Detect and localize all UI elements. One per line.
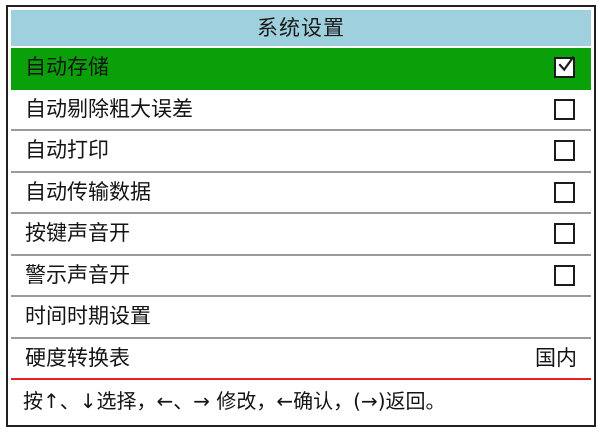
settings-row-control — [554, 223, 581, 245]
settings-row-control — [554, 181, 581, 203]
settings-row-value[interactable]: 国内 — [535, 345, 577, 370]
settings-row-control — [554, 140, 581, 162]
settings-panel: 系统设置 自动存储自动剔除粗大误差 自动打印自动传输数据 按键声音开警示声音开时间时… — [6, 5, 596, 427]
settings-row-label: 自动存储 — [25, 55, 109, 80]
settings-row-label: 自动剔除粗大误差 — [25, 96, 193, 121]
settings-row[interactable]: 自动传输数据 — [11, 172, 591, 214]
settings-row[interactable]: 硬度转换表 国内 — [11, 338, 591, 378]
settings-row[interactable]: 按键声音开 — [11, 214, 591, 256]
settings-row-control — [554, 56, 581, 79]
checkbox-unchecked-icon[interactable] — [554, 223, 575, 245]
check-mark-icon — [558, 56, 575, 73]
footer-divider — [11, 378, 591, 380]
page-title: 系统设置 — [257, 15, 345, 40]
checkbox-unchecked-icon[interactable] — [554, 264, 575, 286]
settings-row-label: 自动打印 — [25, 138, 109, 163]
settings-row-label: 时间时期设置 — [25, 304, 151, 329]
panel-title-bar: 系统设置 — [11, 10, 591, 46]
checkbox-unchecked-icon[interactable] — [554, 98, 575, 120]
settings-row[interactable]: 自动剔除粗大误差 — [11, 89, 591, 131]
settings-row-label: 按键声音开 — [25, 221, 130, 246]
settings-row[interactable]: 自动存储 — [11, 48, 591, 90]
settings-row[interactable]: 警示声音开 — [11, 255, 591, 297]
checkbox-unchecked-icon[interactable] — [554, 140, 575, 162]
settings-row-control — [554, 264, 581, 286]
settings-row-control — [554, 98, 581, 120]
settings-row[interactable]: 时间时期设置 — [11, 297, 591, 339]
settings-row-label: 自动传输数据 — [25, 179, 151, 204]
settings-row-label: 警示声音开 — [25, 262, 130, 287]
checkbox-checked-icon[interactable] — [554, 56, 575, 79]
settings-row[interactable]: 自动打印 — [11, 131, 591, 173]
settings-list: 自动存储 自动剔除粗大误差 自动打印 自动传输数据 按键声音开 警示声音开 时间时期设置 硬度… — [11, 48, 591, 378]
settings-row-label: 硬度转换表 — [25, 345, 130, 370]
checkbox-unchecked-icon[interactable] — [554, 181, 575, 203]
settings-row-control-empty — [554, 306, 581, 327]
key-hint-text: 按↑、↓选择，←、→ 修改，←确认，(→)返回。 — [23, 389, 446, 413]
footer-hint-bar: 按↑、↓选择，←、→ 修改，←确认，(→)返回。 — [11, 380, 591, 422]
